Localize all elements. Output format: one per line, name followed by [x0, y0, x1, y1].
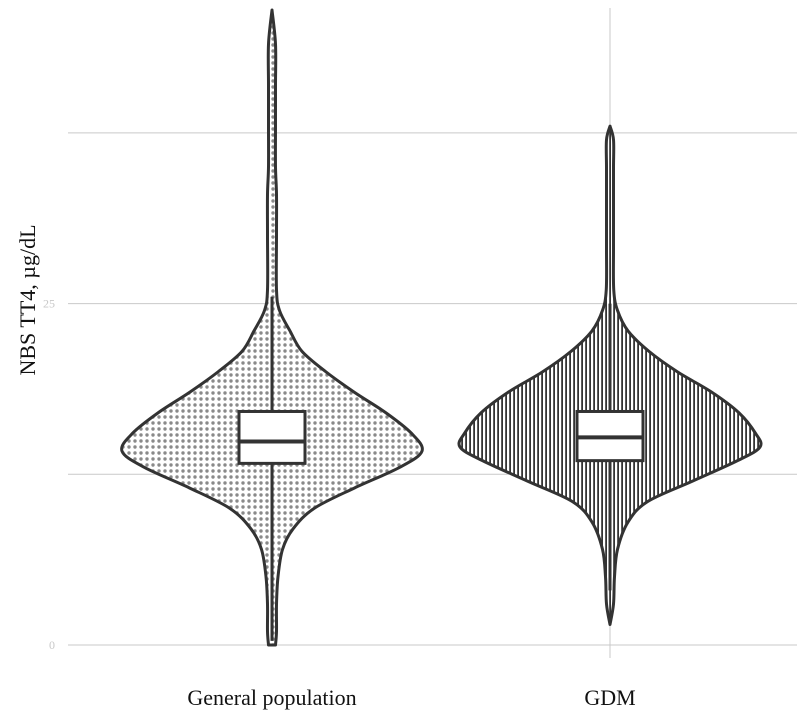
- grid: [68, 8, 797, 658]
- box-iqr: [237, 409, 307, 465]
- violins: [120, 8, 763, 647]
- y-tick-label: 25: [43, 297, 55, 311]
- axes: 0 25 General population GDM: [43, 297, 636, 710]
- violin-general-population: [120, 8, 424, 647]
- x-tick-label: GDM: [584, 685, 635, 710]
- y-tick-label: 0: [49, 638, 55, 652]
- violin-gdm: [457, 124, 763, 627]
- y-axis-label: NBS TT4, µg/dL: [15, 224, 40, 375]
- x-tick-label: General population: [187, 685, 356, 710]
